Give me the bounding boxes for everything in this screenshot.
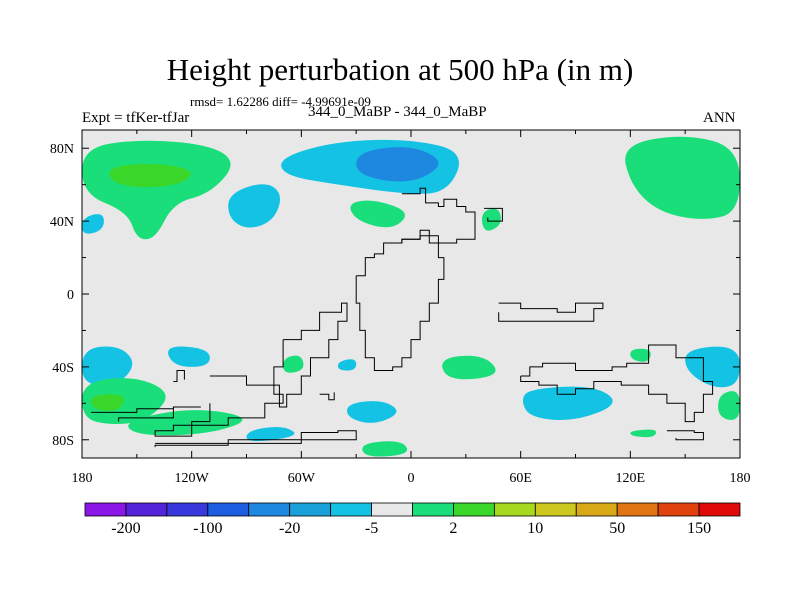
anomaly-region-negative-weak: [337, 359, 357, 371]
colorbar-label: 2: [449, 520, 457, 537]
colorbar-swatch: [84, 502, 127, 517]
colorbar-swatch: [493, 502, 536, 517]
colorbar-swatch: [166, 502, 209, 517]
coastline: [666, 430, 704, 441]
colorbar-label: 150: [687, 520, 711, 537]
colorbar-label: 50: [609, 520, 625, 537]
colorbar-swatch: [289, 502, 332, 517]
coastline: [498, 302, 604, 322]
coastline: [173, 370, 185, 382]
anomaly-region-positive-weak: [718, 391, 740, 420]
coastline: [520, 344, 714, 423]
case-label: 344_0_MaBP - 344_0_MaBP: [308, 104, 487, 120]
anomaly-region-positive-moderate: [109, 164, 191, 188]
coastline: [319, 392, 335, 401]
colorbar-label: -200: [111, 520, 140, 537]
colorbar-label: -100: [193, 520, 222, 537]
coastline: [484, 207, 503, 222]
x-tick-label: 180: [72, 471, 93, 486]
colorbar-label: 10: [527, 520, 543, 537]
anomaly-region-negative-weak: [82, 214, 104, 234]
anomaly-region-negative-weak: [228, 184, 281, 228]
coastline: [401, 187, 476, 244]
colorbar-swatch: [616, 502, 659, 517]
colorbar-swatch: [330, 502, 372, 517]
season-label: ANN: [703, 110, 736, 126]
anomaly-region-positive-weak: [630, 429, 657, 438]
colorbar-swatch: [248, 502, 291, 517]
colorbar-swatch: [575, 502, 618, 517]
colorbar-label: -5: [365, 520, 378, 537]
coastline: [273, 302, 348, 408]
anomaly-region-negative-weak: [168, 346, 210, 367]
colorbar-swatch: [534, 502, 577, 517]
x-tick-label: 60W: [288, 471, 316, 486]
colorbar: -200 -100 -20 -5 2 10 50 150: [84, 502, 741, 537]
anomaly-region-negative-weak: [82, 346, 133, 386]
anomaly-region-negative-weak: [685, 346, 740, 388]
x-tick-label: 0: [408, 471, 415, 486]
x-tick-label: 120W: [175, 471, 210, 486]
chart-title: Height perturbation at 500 hPa (in m): [166, 52, 634, 87]
y-tick-label: 80N: [50, 142, 74, 157]
anomaly-region-positive-weak: [625, 136, 740, 219]
colorbar-swatch: [453, 502, 495, 517]
anomaly-region-positive-weak: [283, 355, 304, 373]
colorbar-swatch: [412, 502, 454, 517]
anomaly-region-positive-weak: [362, 441, 408, 457]
anomaly-region-negative-weak: [246, 427, 295, 442]
y-tick-label: 40S: [52, 361, 74, 376]
anomaly-region-positive-weak: [442, 355, 496, 380]
anomaly-region-positive-weak: [350, 200, 405, 228]
anomaly-region-positive-weak: [128, 410, 243, 436]
x-tick-label: 60E: [509, 471, 532, 486]
anomaly-region-positive-weak: [630, 348, 651, 362]
colorbar-swatch: [698, 502, 741, 517]
anomaly-region-negative-weak: [522, 386, 613, 421]
coastlines: [91, 187, 714, 448]
colorbar-swatch: [125, 502, 168, 517]
experiment-label: Expt = tfKer-tfJar: [82, 110, 190, 126]
anomaly-region-positive-weak: [82, 140, 231, 240]
anomaly-region-negative-moderate: [356, 147, 439, 182]
colorbar-swatch: [371, 502, 413, 517]
anomaly-region-negative-weak: [347, 401, 397, 423]
coastline: [154, 375, 284, 437]
axes: 180 120W 60W 0 60E 120E 180 80N 40N 0 40S 80S: [50, 130, 751, 486]
anomaly-region-positive-weak: [482, 208, 501, 231]
x-tick-label: 120E: [616, 471, 646, 486]
x-tick-label: 180: [730, 471, 751, 486]
y-tick-label: 80S: [52, 434, 74, 449]
anomaly-regions: [82, 136, 740, 457]
colorbar-label: -20: [279, 520, 300, 537]
colorbar-swatch: [207, 502, 250, 517]
y-tick-label: 40N: [50, 215, 74, 230]
stats-line: rmsd= 1.62286 diff= -4.99691e-09: [190, 94, 371, 109]
y-tick-label: 0: [67, 288, 74, 303]
anomaly-region-positive-moderate: [91, 394, 125, 411]
colorbar-swatch: [657, 502, 700, 517]
coastline: [355, 235, 445, 371]
coastline: [91, 406, 201, 422]
coastline: [154, 430, 357, 448]
